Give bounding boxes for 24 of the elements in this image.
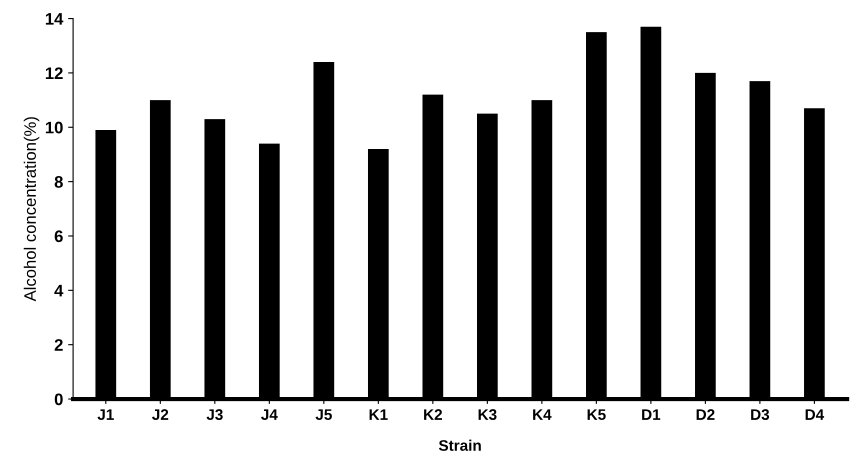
x-tick-label: K3 bbox=[478, 409, 497, 420]
x-tick-label: J4 bbox=[261, 409, 278, 420]
x-tick-label: D2 bbox=[696, 409, 715, 420]
x-tick-label: D3 bbox=[751, 409, 770, 420]
y-tick-label: 0 bbox=[54, 393, 63, 406]
x-tick-label: K1 bbox=[370, 409, 388, 420]
y-tick-label: 10 bbox=[46, 122, 63, 134]
x-tick-label: K5 bbox=[588, 409, 606, 420]
x-tick-label: K4 bbox=[533, 409, 552, 420]
x-tick-label: J5 bbox=[316, 409, 332, 420]
x-tick-label: J2 bbox=[152, 409, 168, 420]
x-axis-title: Strain bbox=[438, 440, 481, 451]
y-axis-title: Alcohol concentration(%) bbox=[24, 117, 40, 302]
x-tick-label: D1 bbox=[642, 409, 660, 420]
y-tick-label: 6 bbox=[54, 230, 63, 242]
x-tick-label: D4 bbox=[806, 409, 824, 420]
y-tick-label: 14 bbox=[46, 13, 64, 25]
y-tick-label: 2 bbox=[54, 339, 63, 351]
y-tick-label: 4 bbox=[54, 284, 64, 296]
x-tick-label: J1 bbox=[98, 409, 114, 420]
y-tick-label: 8 bbox=[54, 176, 63, 188]
x-tick-label: J3 bbox=[206, 409, 223, 420]
y-tick-label: 12 bbox=[46, 67, 63, 79]
x-tick-label: K2 bbox=[424, 409, 442, 420]
